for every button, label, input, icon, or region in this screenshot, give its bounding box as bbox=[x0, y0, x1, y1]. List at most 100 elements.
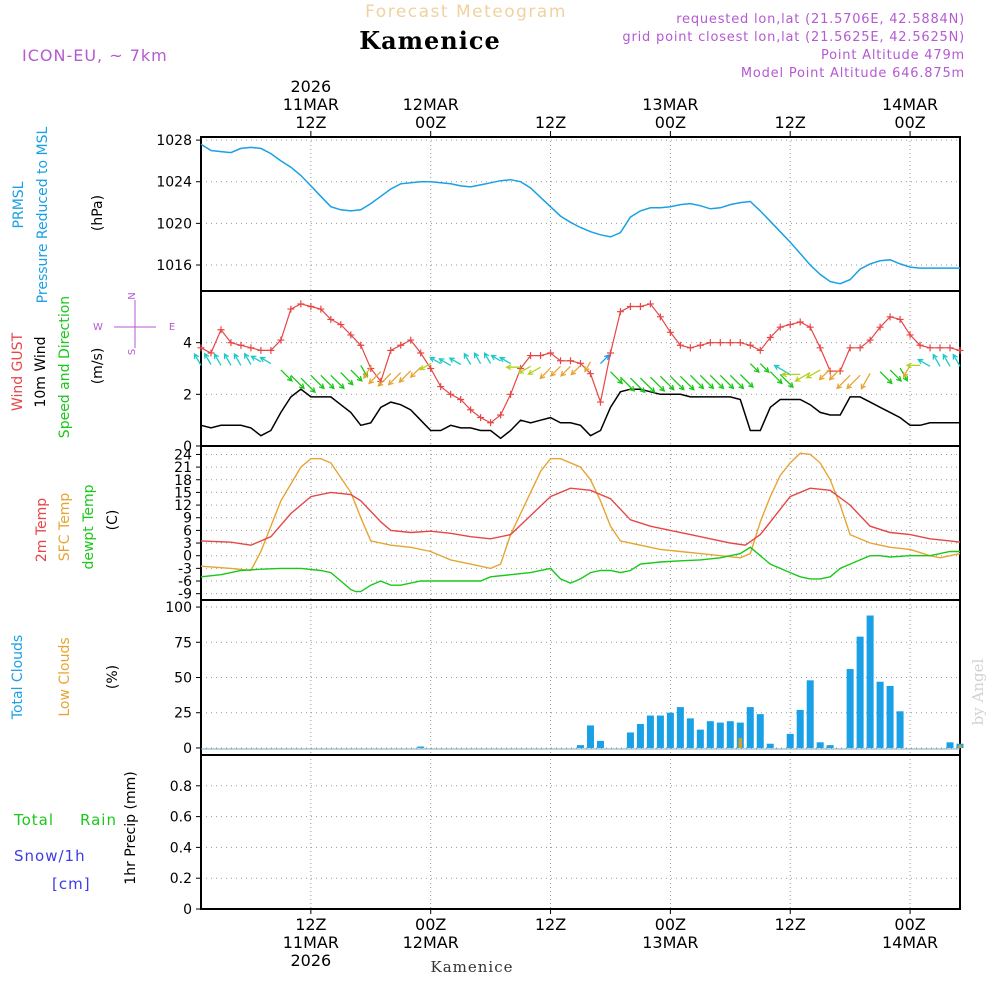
wind-arrow bbox=[739, 373, 754, 389]
low-clouds-bar bbox=[958, 745, 962, 748]
gust-marker bbox=[487, 419, 495, 427]
gust-marker bbox=[886, 313, 894, 321]
gust-marker bbox=[786, 321, 794, 329]
precip-ytick-label: 0.2 bbox=[170, 871, 192, 887]
gust-marker bbox=[477, 414, 485, 422]
gust-marker bbox=[307, 303, 315, 310]
speed-dir-label: Speed and Direction bbox=[57, 296, 73, 438]
gust-marker bbox=[507, 390, 515, 398]
wind-arrow bbox=[719, 374, 735, 390]
total-clouds-bar bbox=[736, 722, 744, 748]
total-clouds-bar bbox=[856, 636, 864, 748]
total-clouds-bar bbox=[686, 718, 694, 748]
gust-marker bbox=[636, 303, 644, 310]
wind-arrow bbox=[773, 364, 791, 375]
wind-arrow bbox=[490, 354, 501, 362]
gust-marker bbox=[387, 346, 395, 354]
gust-marker bbox=[247, 344, 255, 352]
time-label-top: 13MAR bbox=[642, 95, 698, 114]
gust-marker bbox=[776, 323, 784, 331]
gust-marker bbox=[237, 341, 245, 349]
wind-arrow bbox=[794, 372, 811, 382]
rain-label-rain: Rain bbox=[80, 811, 117, 829]
wind-arrow bbox=[438, 358, 452, 366]
total-clouds-bar bbox=[666, 712, 674, 748]
gust-marker bbox=[596, 398, 604, 406]
gust-marker bbox=[766, 334, 774, 341]
gust-marker bbox=[696, 341, 704, 349]
wind-arrow bbox=[879, 371, 893, 385]
gust-marker bbox=[616, 308, 624, 316]
gust-marker bbox=[407, 336, 415, 344]
gust-marker bbox=[926, 344, 934, 352]
pressure-label-2: Pressure Reduced to MSL bbox=[35, 126, 51, 303]
wind-unit: (m/s) bbox=[90, 348, 106, 385]
gust-marker bbox=[606, 349, 614, 357]
clouds-ytick-label: 50 bbox=[174, 671, 192, 687]
point-altitude: Point Altitude 479m bbox=[821, 48, 965, 63]
total-clouds-bar bbox=[716, 722, 724, 748]
wind-arrow bbox=[699, 374, 715, 390]
total-clouds-bar bbox=[626, 732, 634, 748]
temperature-ytick-label: 12 bbox=[174, 498, 192, 514]
gust-marker bbox=[756, 346, 764, 354]
total-clouds-bar bbox=[596, 740, 604, 748]
precip-unit: 1hr Precip (mm) bbox=[123, 771, 139, 884]
gust-marker bbox=[746, 341, 754, 349]
gust-marker bbox=[557, 357, 565, 365]
credit-label: by Angel bbox=[969, 658, 987, 725]
gust-marker bbox=[397, 341, 405, 349]
wind-arrow bbox=[749, 363, 760, 374]
sfc-temp-label: SFC Temp bbox=[57, 493, 73, 562]
time-label-top: 12Z bbox=[535, 113, 566, 132]
wind-arrow bbox=[340, 372, 354, 386]
gust-marker bbox=[337, 321, 345, 329]
wind-arrow bbox=[860, 373, 871, 390]
gust-marker bbox=[666, 328, 674, 336]
total-clouds-bar bbox=[826, 745, 834, 748]
wind-arrow bbox=[917, 358, 931, 367]
wind-arrow bbox=[570, 364, 581, 376]
gust-marker bbox=[347, 331, 355, 339]
wind-arrow bbox=[600, 354, 610, 365]
pressure-frame bbox=[200, 136, 961, 292]
wind-arrow bbox=[233, 352, 242, 366]
clouds-ytick-label: 75 bbox=[174, 635, 192, 651]
wind-ytick-label: 0 bbox=[183, 439, 192, 455]
total-clouds-bar bbox=[846, 669, 854, 748]
wind-arrow bbox=[902, 365, 911, 378]
wind-arrow bbox=[320, 374, 335, 390]
gust-marker bbox=[726, 339, 734, 347]
wind-arrow bbox=[780, 371, 801, 378]
wind-arrow bbox=[828, 368, 841, 381]
wind-arrow bbox=[679, 375, 695, 391]
total-clouds-bar bbox=[896, 711, 904, 748]
gust-marker bbox=[626, 303, 634, 310]
gust-marker bbox=[217, 326, 225, 334]
time-label-top: 00Z bbox=[415, 113, 446, 132]
time-label-top: 12Z bbox=[295, 113, 326, 132]
gust-label: Wind GUST bbox=[10, 332, 26, 411]
total-clouds-bar bbox=[636, 724, 644, 748]
pressure-ytick-label: 1028 bbox=[156, 133, 192, 149]
wind-arrow bbox=[409, 366, 422, 379]
temperature-ytick-label: -9 bbox=[178, 587, 192, 603]
wind-arrow bbox=[836, 374, 851, 390]
wind-arrow bbox=[942, 353, 951, 367]
total-clouds-bar bbox=[676, 707, 684, 748]
gust-marker bbox=[876, 323, 884, 331]
wind-arrow bbox=[639, 377, 656, 394]
wind-arrow bbox=[473, 352, 482, 364]
pressure-ytick-label: 1016 bbox=[156, 258, 192, 274]
gust-marker bbox=[866, 336, 874, 344]
compass-rose: N W E S bbox=[93, 292, 175, 355]
gust-marker bbox=[806, 323, 814, 331]
wind-ytick-label: 2 bbox=[183, 387, 192, 403]
gust-marker bbox=[656, 313, 664, 321]
wind-arrow bbox=[517, 365, 531, 374]
wind-arrow bbox=[193, 352, 202, 366]
gust-marker bbox=[267, 346, 275, 354]
low-clouds-bar bbox=[738, 738, 743, 748]
time-label-top: 12MAR bbox=[403, 95, 459, 114]
